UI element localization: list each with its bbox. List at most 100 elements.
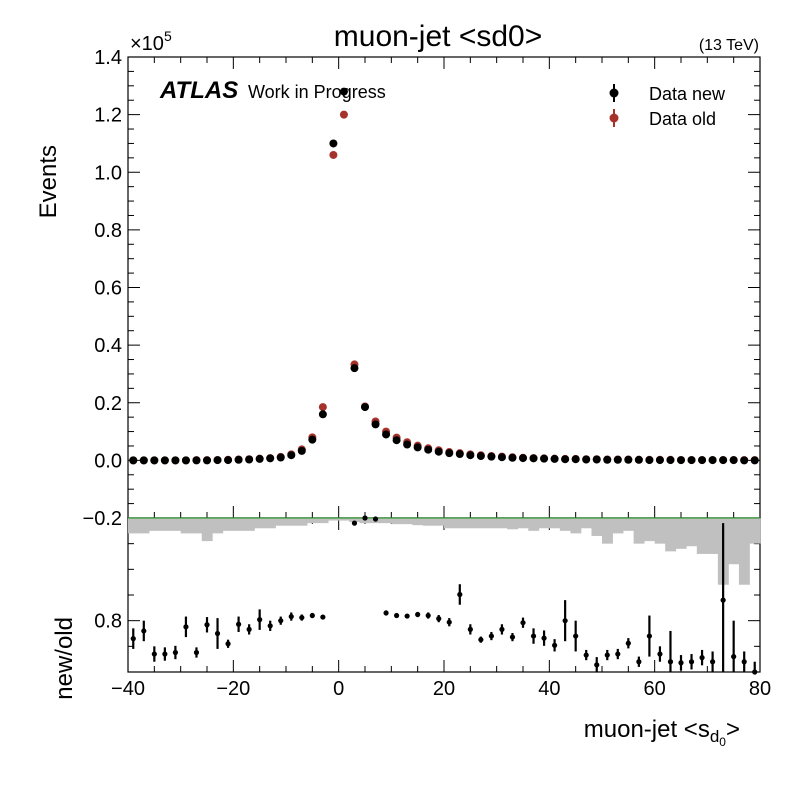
ratio-point: [699, 655, 705, 661]
data-new-point: [139, 456, 148, 465]
band-bin: [675, 518, 687, 549]
y-tick-label: 0.4: [94, 335, 122, 357]
legend: Data new Data old: [609, 84, 726, 129]
ratio-uncertainty-band: [128, 518, 761, 585]
data-new-point: [603, 455, 612, 464]
ratio-point: [720, 597, 726, 603]
ratio-point: [657, 651, 663, 657]
data-new-point: [371, 420, 380, 429]
data-new-point: [666, 456, 675, 465]
x-tick-label: −40: [111, 678, 145, 700]
data-new-point: [529, 454, 538, 463]
data-new-point: [150, 456, 159, 465]
band-bin: [707, 518, 719, 554]
ratio-point: [625, 640, 631, 646]
data-new-point: [213, 456, 222, 465]
data-new-point: [234, 455, 243, 464]
ratio-point: [162, 651, 168, 657]
y-multiplier: ×105: [130, 28, 172, 55]
ratio-point: [151, 651, 157, 657]
ratio-point: [573, 633, 579, 639]
ratio-point: [309, 612, 315, 619]
ratio-point: [394, 612, 400, 619]
ratio-point: [541, 635, 547, 641]
band-bin: [338, 518, 350, 521]
y-tick-label: −0.2: [83, 508, 122, 530]
ratio-point: [678, 660, 684, 666]
ratio-point: [688, 659, 695, 665]
band-bin: [254, 518, 266, 529]
data-new-point: [497, 453, 506, 462]
band-bin: [444, 518, 455, 529]
data-new-point: [708, 456, 717, 465]
band-bin: [591, 518, 603, 536]
ratio-point: [731, 654, 737, 660]
y-tick-label: 1.0: [94, 162, 122, 184]
band-bin: [654, 518, 666, 544]
ratio-point: [425, 612, 431, 619]
ratio-point: [604, 652, 610, 658]
data-new-point: [403, 440, 412, 449]
chart-title: muon-jet <sd0>: [334, 20, 542, 53]
x-axis-label: muon-jet <sd0>: [584, 716, 740, 749]
data-new-point: [255, 454, 264, 463]
band-bin: [422, 518, 434, 526]
band-bin: [528, 518, 540, 531]
data-new-point: [729, 456, 738, 465]
data-new-point: [698, 456, 707, 465]
band-bin: [738, 518, 750, 585]
x-tick-label: 60: [644, 678, 666, 700]
ratio-point: [520, 620, 526, 626]
band-bin: [222, 518, 234, 531]
ratio-point: [636, 659, 642, 665]
ratio-point: [383, 610, 389, 616]
ratio-point: [530, 633, 537, 639]
ratio-point: [193, 649, 200, 656]
band-bin: [580, 518, 592, 529]
data-new-point: [687, 456, 696, 465]
band-bin: [243, 518, 255, 531]
data-new-point: [624, 455, 633, 464]
band-bin: [496, 518, 508, 529]
x-tick-label: 40: [538, 678, 560, 700]
ratio-point: [583, 652, 589, 658]
data-new-point: [266, 454, 275, 463]
band-bin: [538, 518, 550, 529]
ratio-y-tick-labels: 0.8: [94, 611, 122, 633]
data-new-point: [613, 455, 622, 464]
ratio-point: [362, 515, 368, 521]
data-new-point: [476, 452, 485, 461]
ratio-y-tick-label: 0.8: [94, 611, 122, 633]
y-tick-label: 1.4: [94, 47, 122, 69]
data-new-point: [413, 443, 422, 452]
band-bin: [644, 518, 656, 542]
data-new-point: [129, 456, 138, 465]
data-new-point: [487, 452, 496, 461]
band-bin: [433, 518, 445, 526]
ratio-point: [436, 616, 442, 622]
band-bin: [517, 518, 529, 529]
band-bin: [233, 518, 245, 531]
data-new-point: [203, 456, 211, 465]
data-new-point: [287, 451, 296, 460]
ratio-point: [351, 520, 358, 526]
ratio-point: [499, 626, 505, 632]
data-new-point: [350, 364, 359, 373]
band-bin: [128, 518, 139, 534]
ratio-point: [478, 637, 484, 643]
x-axis-label-subsub: 0: [719, 735, 726, 749]
ratio-point: [457, 591, 463, 598]
data-new-point: [582, 455, 591, 464]
y-tick-label: 0.8: [94, 220, 122, 242]
y-tick-label: 0.6: [94, 278, 122, 300]
data-new-point: [382, 430, 391, 439]
data-new-point: [171, 456, 180, 465]
band-bin: [612, 518, 624, 534]
x-axis-label-main: muon-jet <s: [584, 716, 710, 743]
data-old-point: [318, 403, 327, 412]
band-bin: [559, 518, 571, 531]
band-bin: [170, 518, 182, 531]
ratio-point: [141, 628, 147, 634]
band-bin: [549, 518, 561, 529]
ratio-point: [204, 622, 210, 628]
